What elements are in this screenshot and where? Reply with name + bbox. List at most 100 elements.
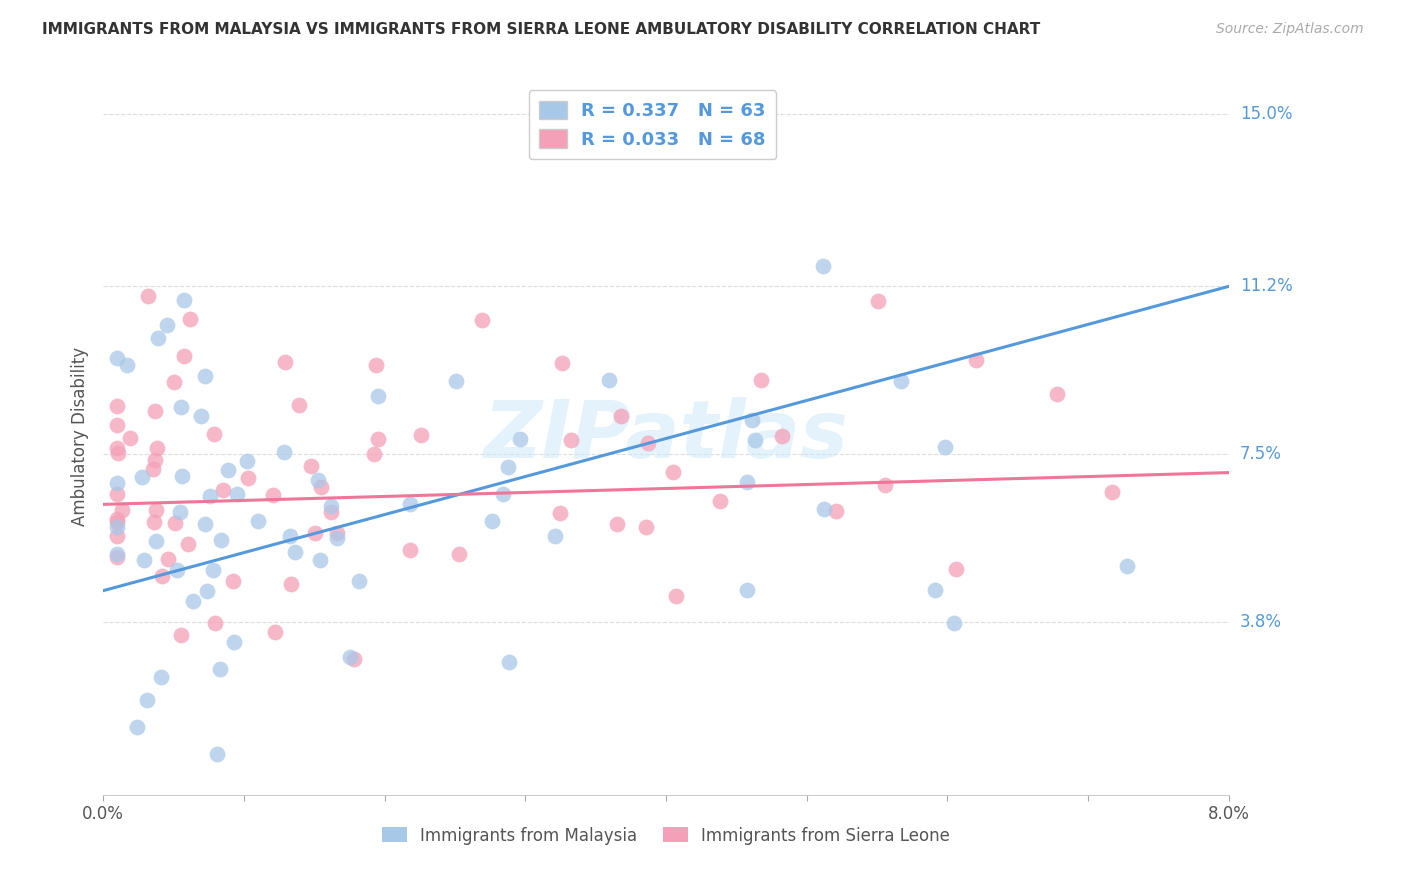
Point [1101, 484, 1123, 499]
Point [875, 478, 897, 492]
Point [105, 511, 128, 525]
Point [262, 487, 284, 501]
Point [143, 404, 166, 418]
Point [143, 515, 166, 529]
Y-axis label: Ambulatory Disability: Ambulatory Disability [72, 347, 89, 525]
Point [205, 747, 228, 761]
Point [120, 431, 142, 445]
Point [321, 499, 343, 513]
Point [105, 529, 128, 543]
Point [105, 399, 128, 413]
Point [132, 552, 155, 566]
Point [105, 549, 128, 564]
Point [143, 453, 166, 467]
Legend: R = 0.337   N = 63, R = 0.033   N = 68: R = 0.337 N = 63, R = 0.033 N = 68 [529, 90, 776, 160]
Point [610, 409, 633, 424]
Point [198, 489, 221, 503]
Point [173, 349, 195, 363]
Point [770, 429, 793, 443]
Point [163, 516, 186, 530]
Point [444, 374, 467, 388]
Point [201, 563, 224, 577]
Point [156, 552, 179, 566]
Point [177, 537, 200, 551]
Point [942, 615, 965, 630]
Point [825, 503, 848, 517]
Point [326, 531, 349, 545]
Point [811, 260, 834, 274]
Point [211, 483, 233, 498]
Point [105, 351, 128, 366]
Point [637, 436, 659, 450]
Point [1046, 387, 1069, 401]
Point [170, 469, 193, 483]
Point [217, 463, 239, 477]
Point [209, 662, 232, 676]
Point [105, 418, 128, 433]
Point [665, 589, 688, 603]
Point [307, 473, 329, 487]
Point [149, 670, 172, 684]
Point [170, 628, 193, 642]
Point [551, 356, 574, 370]
Point [152, 569, 174, 583]
Point [284, 545, 307, 559]
Text: ZIPatlas: ZIPatlas [484, 397, 848, 475]
Point [326, 526, 349, 541]
Point [1116, 559, 1139, 574]
Point [162, 375, 184, 389]
Point [142, 462, 165, 476]
Point [274, 355, 297, 369]
Point [179, 311, 201, 326]
Point [169, 505, 191, 519]
Point [247, 514, 270, 528]
Point [749, 374, 772, 388]
Point [945, 561, 967, 575]
Point [131, 470, 153, 484]
Point [190, 409, 212, 424]
Point [598, 373, 620, 387]
Text: 15.0%: 15.0% [1240, 104, 1292, 123]
Point [202, 426, 225, 441]
Point [105, 520, 128, 534]
Point [471, 312, 494, 326]
Point [737, 475, 759, 489]
Point [544, 529, 567, 543]
Point [709, 494, 731, 508]
Point [366, 359, 388, 373]
Point [105, 442, 128, 456]
Point [304, 525, 326, 540]
Point [636, 519, 658, 533]
Point [273, 445, 295, 459]
Point [222, 574, 245, 589]
Point [606, 517, 628, 532]
Point [343, 652, 366, 666]
Text: 7.5%: 7.5% [1240, 445, 1282, 464]
Point [117, 358, 139, 372]
Point [287, 398, 309, 412]
Point [170, 400, 193, 414]
Point [181, 594, 204, 608]
Point [367, 389, 389, 403]
Point [735, 582, 758, 597]
Point [194, 516, 217, 531]
Point [222, 634, 245, 648]
Point [965, 352, 987, 367]
Point [339, 650, 361, 665]
Point [301, 458, 323, 473]
Point [399, 497, 422, 511]
Point [496, 460, 519, 475]
Point [105, 547, 128, 561]
Point [238, 471, 260, 485]
Point [111, 502, 134, 516]
Point [195, 583, 218, 598]
Point [156, 318, 179, 332]
Point [194, 369, 217, 384]
Point [107, 446, 129, 460]
Point [105, 487, 128, 501]
Point [411, 428, 433, 442]
Point [741, 413, 763, 427]
Point [560, 434, 582, 448]
Text: IMMIGRANTS FROM MALAYSIA VS IMMIGRANTS FROM SIERRA LEONE AMBULATORY DISABILITY C: IMMIGRANTS FROM MALAYSIA VS IMMIGRANTS F… [42, 22, 1040, 37]
Point [813, 502, 835, 516]
